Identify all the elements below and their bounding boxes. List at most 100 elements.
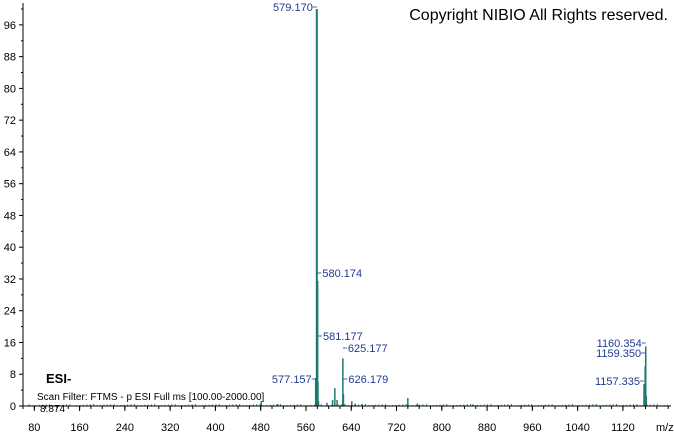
noise-bar <box>313 404 315 406</box>
noise-bar <box>588 404 590 406</box>
noise-bar <box>195 404 197 406</box>
peak-bar <box>331 400 334 406</box>
noise-bar <box>605 404 607 406</box>
noise-bar <box>334 404 336 406</box>
noise-bar <box>310 404 312 406</box>
axes-group <box>22 3 671 407</box>
noise-bar <box>527 404 529 406</box>
min-intensity-label: 8.874 <box>40 404 65 415</box>
noise-bar <box>232 404 234 406</box>
noise-bar <box>344 403 346 406</box>
noise-bar <box>582 404 584 406</box>
noise-bar <box>483 404 485 406</box>
peak-bar <box>416 403 419 406</box>
peak-bar <box>342 394 345 406</box>
peak-bar <box>317 382 319 406</box>
y-tick-label: 24 <box>4 306 16 318</box>
noise-bar <box>667 404 669 406</box>
noise-bar <box>62 404 64 406</box>
noise-bar <box>616 404 618 406</box>
noise-bar <box>463 404 465 406</box>
noise-bar <box>571 404 573 406</box>
noise-bar <box>273 404 275 406</box>
noise-bar <box>381 404 383 406</box>
y-tick-label: 16 <box>4 337 16 349</box>
noise-bar <box>171 404 173 406</box>
noise-bar <box>147 404 149 406</box>
x-tick-label: 1120 <box>611 422 635 434</box>
noise-bar <box>459 404 461 406</box>
noise-bar <box>595 403 597 406</box>
peak-bar <box>645 396 648 406</box>
peak-label: 1159.350 <box>596 348 641 360</box>
noise-bar <box>225 404 227 406</box>
noise-bar <box>69 404 71 406</box>
x-tick-label: 240 <box>116 422 134 434</box>
x-axis-title: m/z <box>656 422 674 434</box>
noise-bar <box>395 404 397 406</box>
noise-bar <box>436 404 438 406</box>
noise-bar <box>130 404 132 406</box>
noise-bar <box>629 404 631 406</box>
noise-bar <box>269 404 271 406</box>
noise-bar <box>123 404 125 406</box>
noise-bar <box>439 404 441 406</box>
noise-bar <box>476 404 478 406</box>
noise-bar <box>419 404 421 406</box>
noise-bar <box>507 404 509 406</box>
noise-bar <box>99 404 101 406</box>
noise-bar <box>602 404 604 406</box>
noise-bar <box>351 404 353 406</box>
x-tick-label: 720 <box>387 422 405 434</box>
noise-bar <box>256 404 258 406</box>
noise-bar <box>636 404 638 406</box>
noise-bar <box>565 404 567 406</box>
x-tick-label: 320 <box>161 422 179 434</box>
noise-bar <box>402 404 404 406</box>
noise-bar <box>127 404 129 406</box>
noise-bar <box>154 404 156 406</box>
noise-bar <box>358 404 360 406</box>
noise-bar <box>354 404 356 406</box>
noise-bar <box>259 404 261 406</box>
copyright-notice: Copyright NIBIO All Rights reserved. <box>409 7 668 24</box>
noise-bar <box>656 404 658 406</box>
noise-bar <box>252 404 254 406</box>
peak-label: 1160.354 <box>597 338 642 350</box>
peak-bar <box>342 358 344 406</box>
noise-bar <box>361 404 363 406</box>
noise-bar <box>531 404 533 406</box>
noise-bar <box>592 404 594 406</box>
noise-bar <box>568 404 570 406</box>
noise-bar <box>510 404 512 406</box>
scan-filter-label: Scan Filter: FTMS - p ESI Full ms [100.0… <box>37 392 265 403</box>
peak-bar <box>407 398 409 406</box>
noise-bar <box>113 404 115 406</box>
noise-bar <box>541 404 543 406</box>
noise-bar <box>279 404 281 406</box>
noise-bar <box>89 404 91 406</box>
y-tick-label: 56 <box>4 179 16 191</box>
noise-bar <box>208 404 210 406</box>
peak-label: 577.157 <box>272 374 312 386</box>
peak-bar <box>643 384 645 406</box>
noise-bar <box>612 404 614 406</box>
noise-bar <box>364 404 366 406</box>
peak-bar <box>276 404 279 406</box>
noise-bar <box>422 404 424 406</box>
noise-bar <box>609 404 611 406</box>
noise-bar <box>650 404 652 406</box>
noise-bar <box>290 404 292 406</box>
noise-bar <box>405 404 407 406</box>
y-tick-label: 32 <box>4 274 16 286</box>
noise-bar <box>212 404 214 406</box>
noise-bar <box>442 404 444 406</box>
x-tick-label: 160 <box>70 422 88 434</box>
peak-label: 626.179 <box>348 374 388 386</box>
noise-bar <box>79 404 81 406</box>
noise-bar <box>330 404 332 406</box>
noise-bar <box>341 404 343 406</box>
peak-label: 1157.335 <box>595 376 640 388</box>
x-tick-label: 480 <box>252 422 270 434</box>
